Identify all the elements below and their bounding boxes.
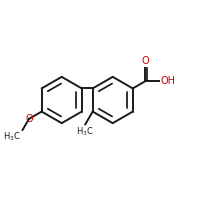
Text: H$_3$C: H$_3$C xyxy=(76,125,94,138)
Text: O: O xyxy=(142,56,149,66)
Text: OH: OH xyxy=(160,76,175,86)
Text: H$_3$C: H$_3$C xyxy=(3,131,21,143)
Text: O: O xyxy=(25,114,33,124)
